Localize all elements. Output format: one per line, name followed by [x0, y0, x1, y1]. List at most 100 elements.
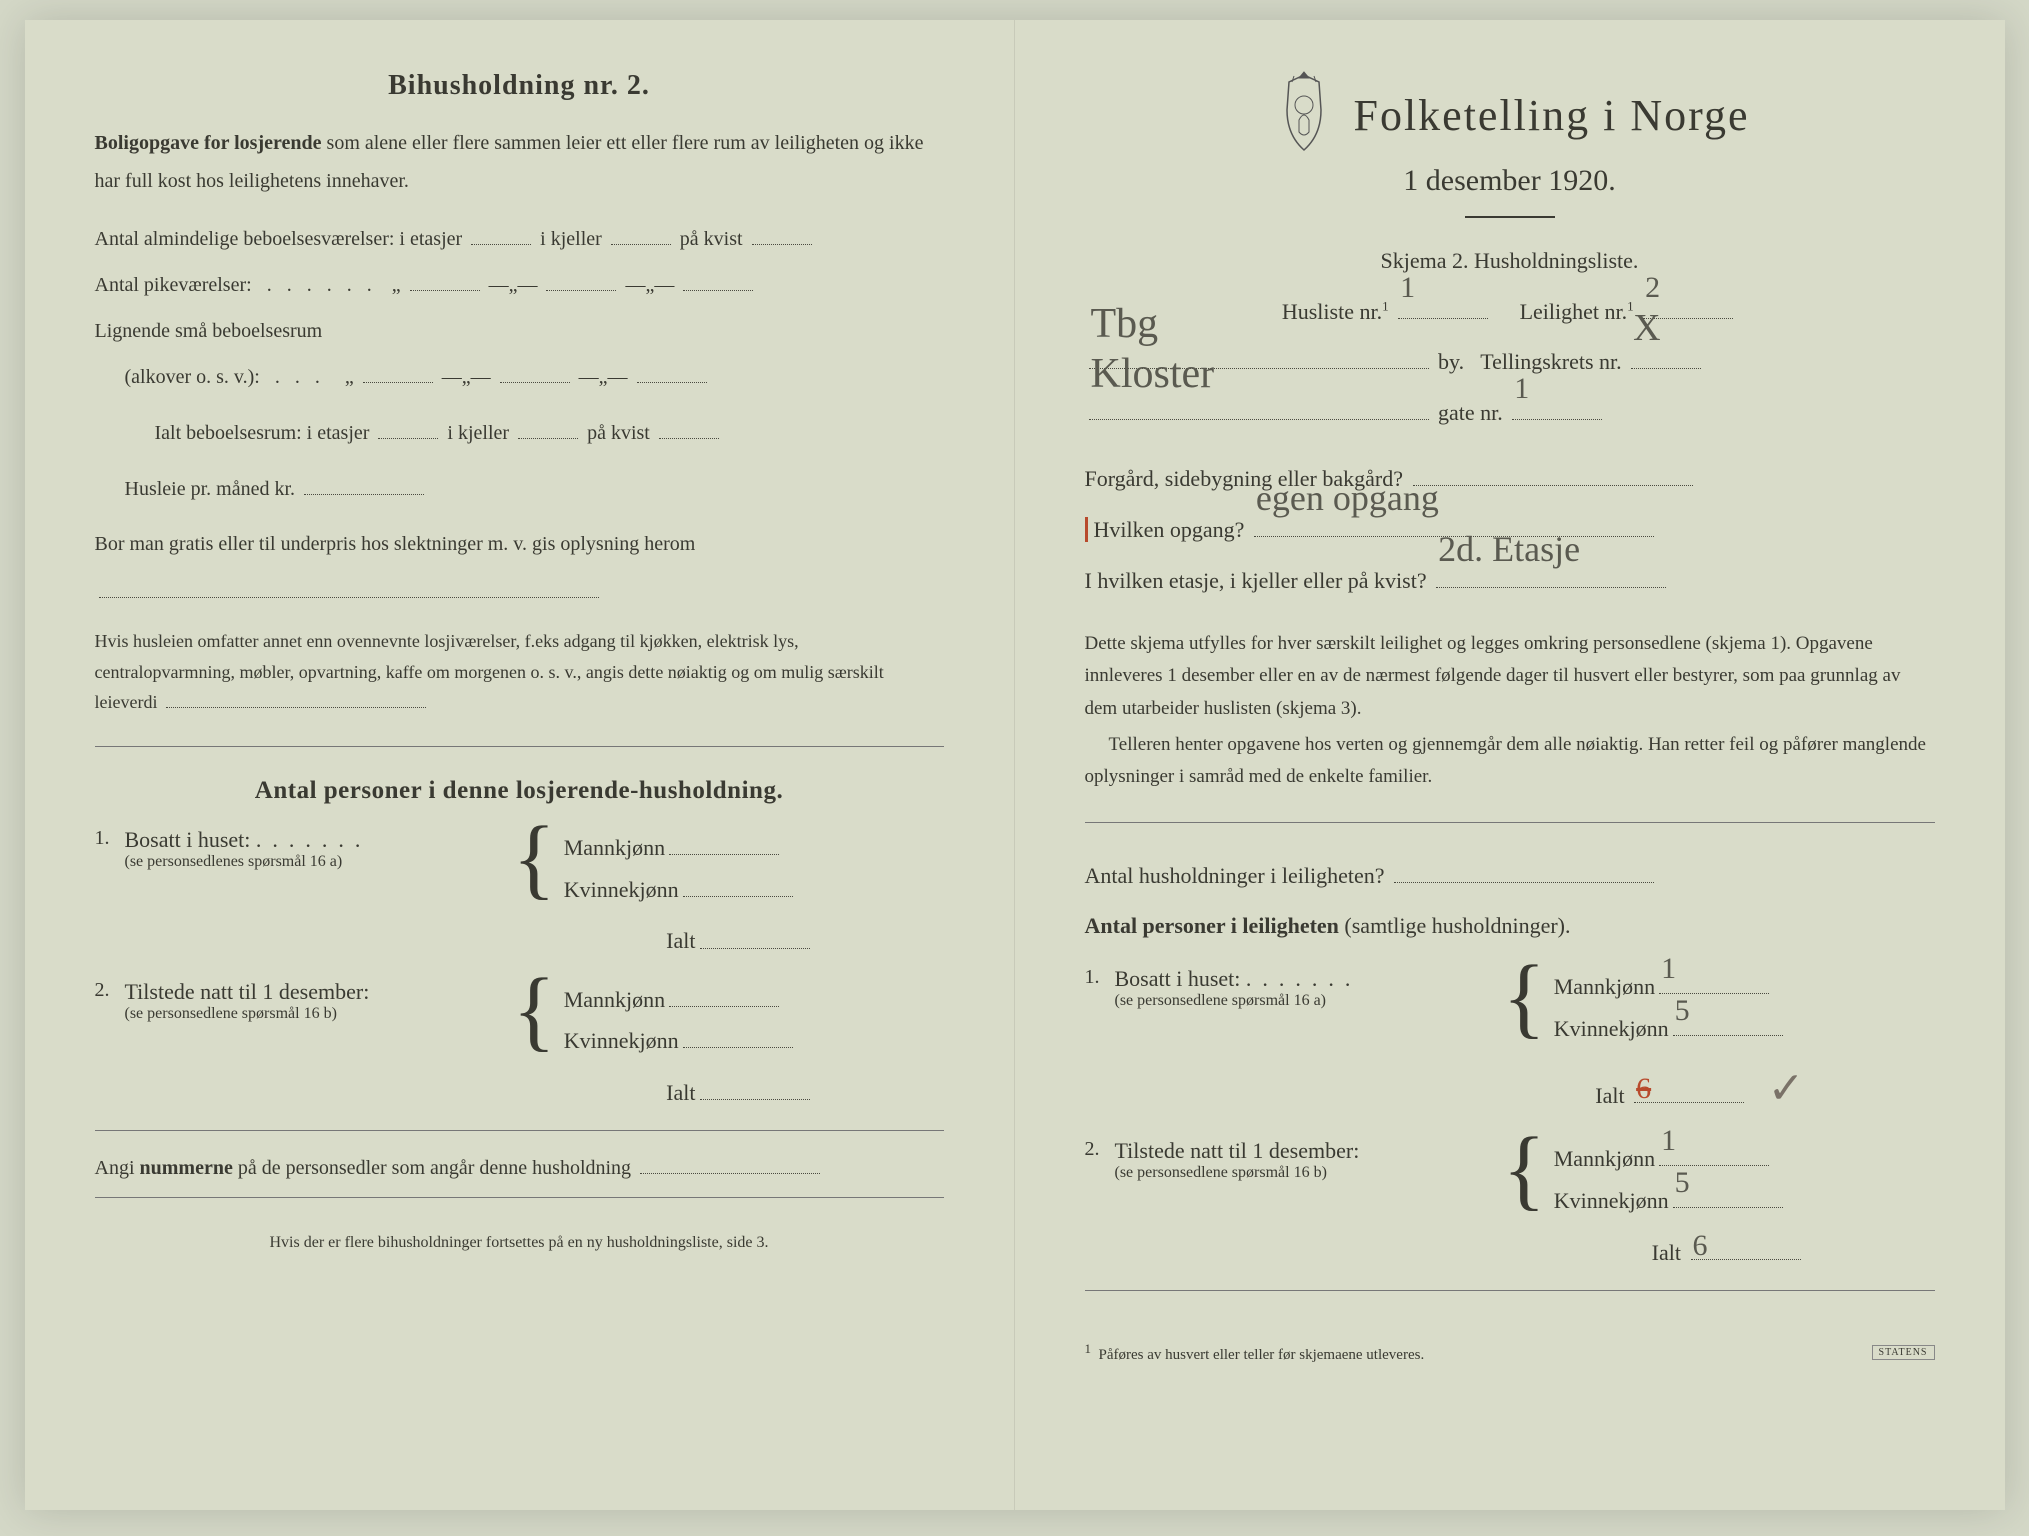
- rq1-values: Mannkjønn1 Kvinnekjønn5: [1554, 966, 1787, 1050]
- etasje-value[interactable]: 2d. Etasje: [1436, 563, 1666, 587]
- label-ialt: Ialt: [1595, 1083, 1624, 1108]
- street-value[interactable]: Kloster: [1089, 396, 1429, 420]
- label: (samtlige husholdninger).: [1339, 913, 1571, 938]
- text: på de personsedler som angår denne husho…: [233, 1157, 631, 1179]
- gate-nr-value[interactable]: 1: [1512, 396, 1602, 420]
- red-mark: [1085, 517, 1094, 542]
- instructions-para1: Dette skjema utfylles for hver særskilt …: [1085, 628, 1935, 725]
- rq1-label: Bosatt i huset: . . . . . . . (se person…: [1115, 966, 1495, 1010]
- label-kjeller: i kjeller: [540, 228, 602, 250]
- label: Hvilken opgang?: [1094, 517, 1245, 542]
- divider: [95, 1130, 944, 1131]
- divider: [1085, 822, 1935, 823]
- kvinne-value[interactable]: 5: [1673, 1184, 1783, 1208]
- label: på kvist: [587, 422, 650, 444]
- label-kvist: på kvist: [680, 228, 743, 250]
- rq2-values: Mannkjønn1 Kvinnekjønn5: [1554, 1138, 1787, 1222]
- blank[interactable]: [659, 417, 719, 439]
- intro-text: Boligopgave for losjerende som alene ell…: [95, 124, 944, 200]
- ditto: —„—: [579, 366, 628, 388]
- blank[interactable]: [637, 361, 707, 383]
- label: (alkover o. s. v.):: [125, 366, 260, 388]
- blank[interactable]: [1394, 858, 1654, 882]
- hw: 1: [1514, 354, 1529, 423]
- label-ialt: Ialt: [666, 1080, 695, 1105]
- forgard-line: Forgård, sidebygning eller bakgård?: [1085, 454, 1935, 505]
- label: gate nr.: [1438, 400, 1503, 425]
- skjema-line: Skjema 2. Husholdningsliste.: [1085, 236, 1935, 287]
- divider: [1085, 1290, 1935, 1291]
- blank-etasjer[interactable]: [471, 223, 531, 245]
- label: Husleie pr. måned kr.: [125, 478, 296, 500]
- blank-kjeller[interactable]: [611, 223, 671, 245]
- hw: 2d. Etasje: [1438, 508, 1580, 591]
- blank[interactable]: [166, 688, 426, 708]
- brace-icon: {: [1503, 1134, 1546, 1206]
- ditto: —„—: [442, 366, 491, 388]
- subtitle: 1 desember 1920.: [1085, 164, 1935, 198]
- husliste-value[interactable]: 1: [1398, 294, 1488, 318]
- intro-bold: Boligopgave for losjerende: [95, 132, 322, 154]
- blank-husleie[interactable]: [304, 473, 424, 495]
- ditto: —„—: [489, 274, 538, 296]
- q1-values: Mannkjønn Kvinnekjønn: [564, 827, 797, 911]
- blank[interactable]: [99, 576, 599, 598]
- label-bold: Antal personer i leiligheten: [1085, 913, 1339, 938]
- ialt-value[interactable]: 6: [1634, 1079, 1744, 1103]
- label: Lignende små beboelsesrum: [95, 320, 323, 342]
- gate-line: Kloster gate nr. 1: [1085, 388, 1935, 439]
- hw: 5: [1675, 1154, 1690, 1211]
- label: Antal almindelige beboelsesværelser: i e…: [95, 228, 463, 250]
- blank-kvinne[interactable]: [683, 1024, 793, 1048]
- hw: 5: [1675, 982, 1690, 1039]
- blank[interactable]: [500, 361, 570, 383]
- instructions-para2: Telleren henter opgavene hos verten og g…: [1085, 729, 1935, 794]
- ialt-value[interactable]: 6: [1691, 1236, 1801, 1260]
- blank[interactable]: [546, 269, 616, 291]
- q2-label: Tilstede natt til 1 desember: (se person…: [125, 979, 505, 1023]
- footnote-text: Påføres av husvert eller teller før skje…: [1099, 1347, 1425, 1363]
- hw: Kloster: [1091, 326, 1215, 423]
- left-page: Bihusholdning nr. 2. Boligopgave for los…: [25, 20, 1015, 1510]
- blank[interactable]: [410, 269, 480, 291]
- row-antal-alm: Antal almindelige beboelsesværelser: i e…: [95, 218, 944, 260]
- label-mann: Mannkjønn: [564, 835, 665, 860]
- blank-kvist[interactable]: [752, 223, 812, 245]
- blank-kvinne[interactable]: [683, 872, 793, 896]
- blank-ialt[interactable]: [700, 924, 810, 948]
- kvinne-value[interactable]: 5: [1673, 1011, 1783, 1035]
- blank-mann[interactable]: [669, 982, 779, 1006]
- blank[interactable]: [518, 417, 578, 439]
- q1-ialt: Ialt: [95, 924, 814, 954]
- antal-pers-line: Antal personer i leiligheten (samtlige h…: [1085, 901, 1935, 952]
- label: Bor man gratis eller til underpris hos s…: [95, 533, 696, 555]
- blank[interactable]: [378, 417, 438, 439]
- left-title: Bihusholdning nr. 2.: [95, 70, 944, 102]
- sub: (se personsedlene spørsmål 16 b): [125, 1005, 505, 1023]
- section-title: Antal personer i denne losjerende-hushol…: [95, 777, 944, 805]
- blank[interactable]: [640, 1152, 820, 1174]
- tellingskrets-value[interactable]: X: [1631, 345, 1701, 369]
- brace-icon: {: [1503, 962, 1546, 1034]
- sup: 1: [1382, 298, 1389, 313]
- q1-label: Bosatt i huset: . . . . . . . (se person…: [125, 827, 505, 871]
- blank[interactable]: [683, 269, 753, 291]
- label: Tilstede natt til 1 desember:: [125, 979, 370, 1004]
- label-ialt: Ialt: [666, 929, 695, 954]
- divider: [95, 1197, 944, 1198]
- rq2-block: 2. Tilstede natt til 1 desember: (se per…: [1085, 1138, 1935, 1222]
- blank-ialt[interactable]: [700, 1076, 810, 1100]
- q1-block: 1. Bosatt i huset: . . . . . . . (se per…: [95, 827, 944, 911]
- blank-mann[interactable]: [669, 831, 779, 855]
- label: Bosatt i huset:: [1115, 966, 1241, 991]
- label-mann: Mannkjønn: [1554, 974, 1655, 999]
- blank[interactable]: [363, 361, 433, 383]
- blank[interactable]: [1413, 462, 1693, 486]
- ditto: —„—: [625, 274, 674, 296]
- label-mann: Mannkjønn: [564, 987, 665, 1012]
- text-bold: nummerne: [140, 1157, 233, 1179]
- footnote-marker: 1: [1085, 1341, 1092, 1356]
- antal-hush-line: Antal husholdninger i leiligheten?: [1085, 851, 1935, 902]
- label-kvinne: Kvinnekjønn: [564, 877, 679, 902]
- rq2-ialt: Ialt 6: [1085, 1236, 1805, 1266]
